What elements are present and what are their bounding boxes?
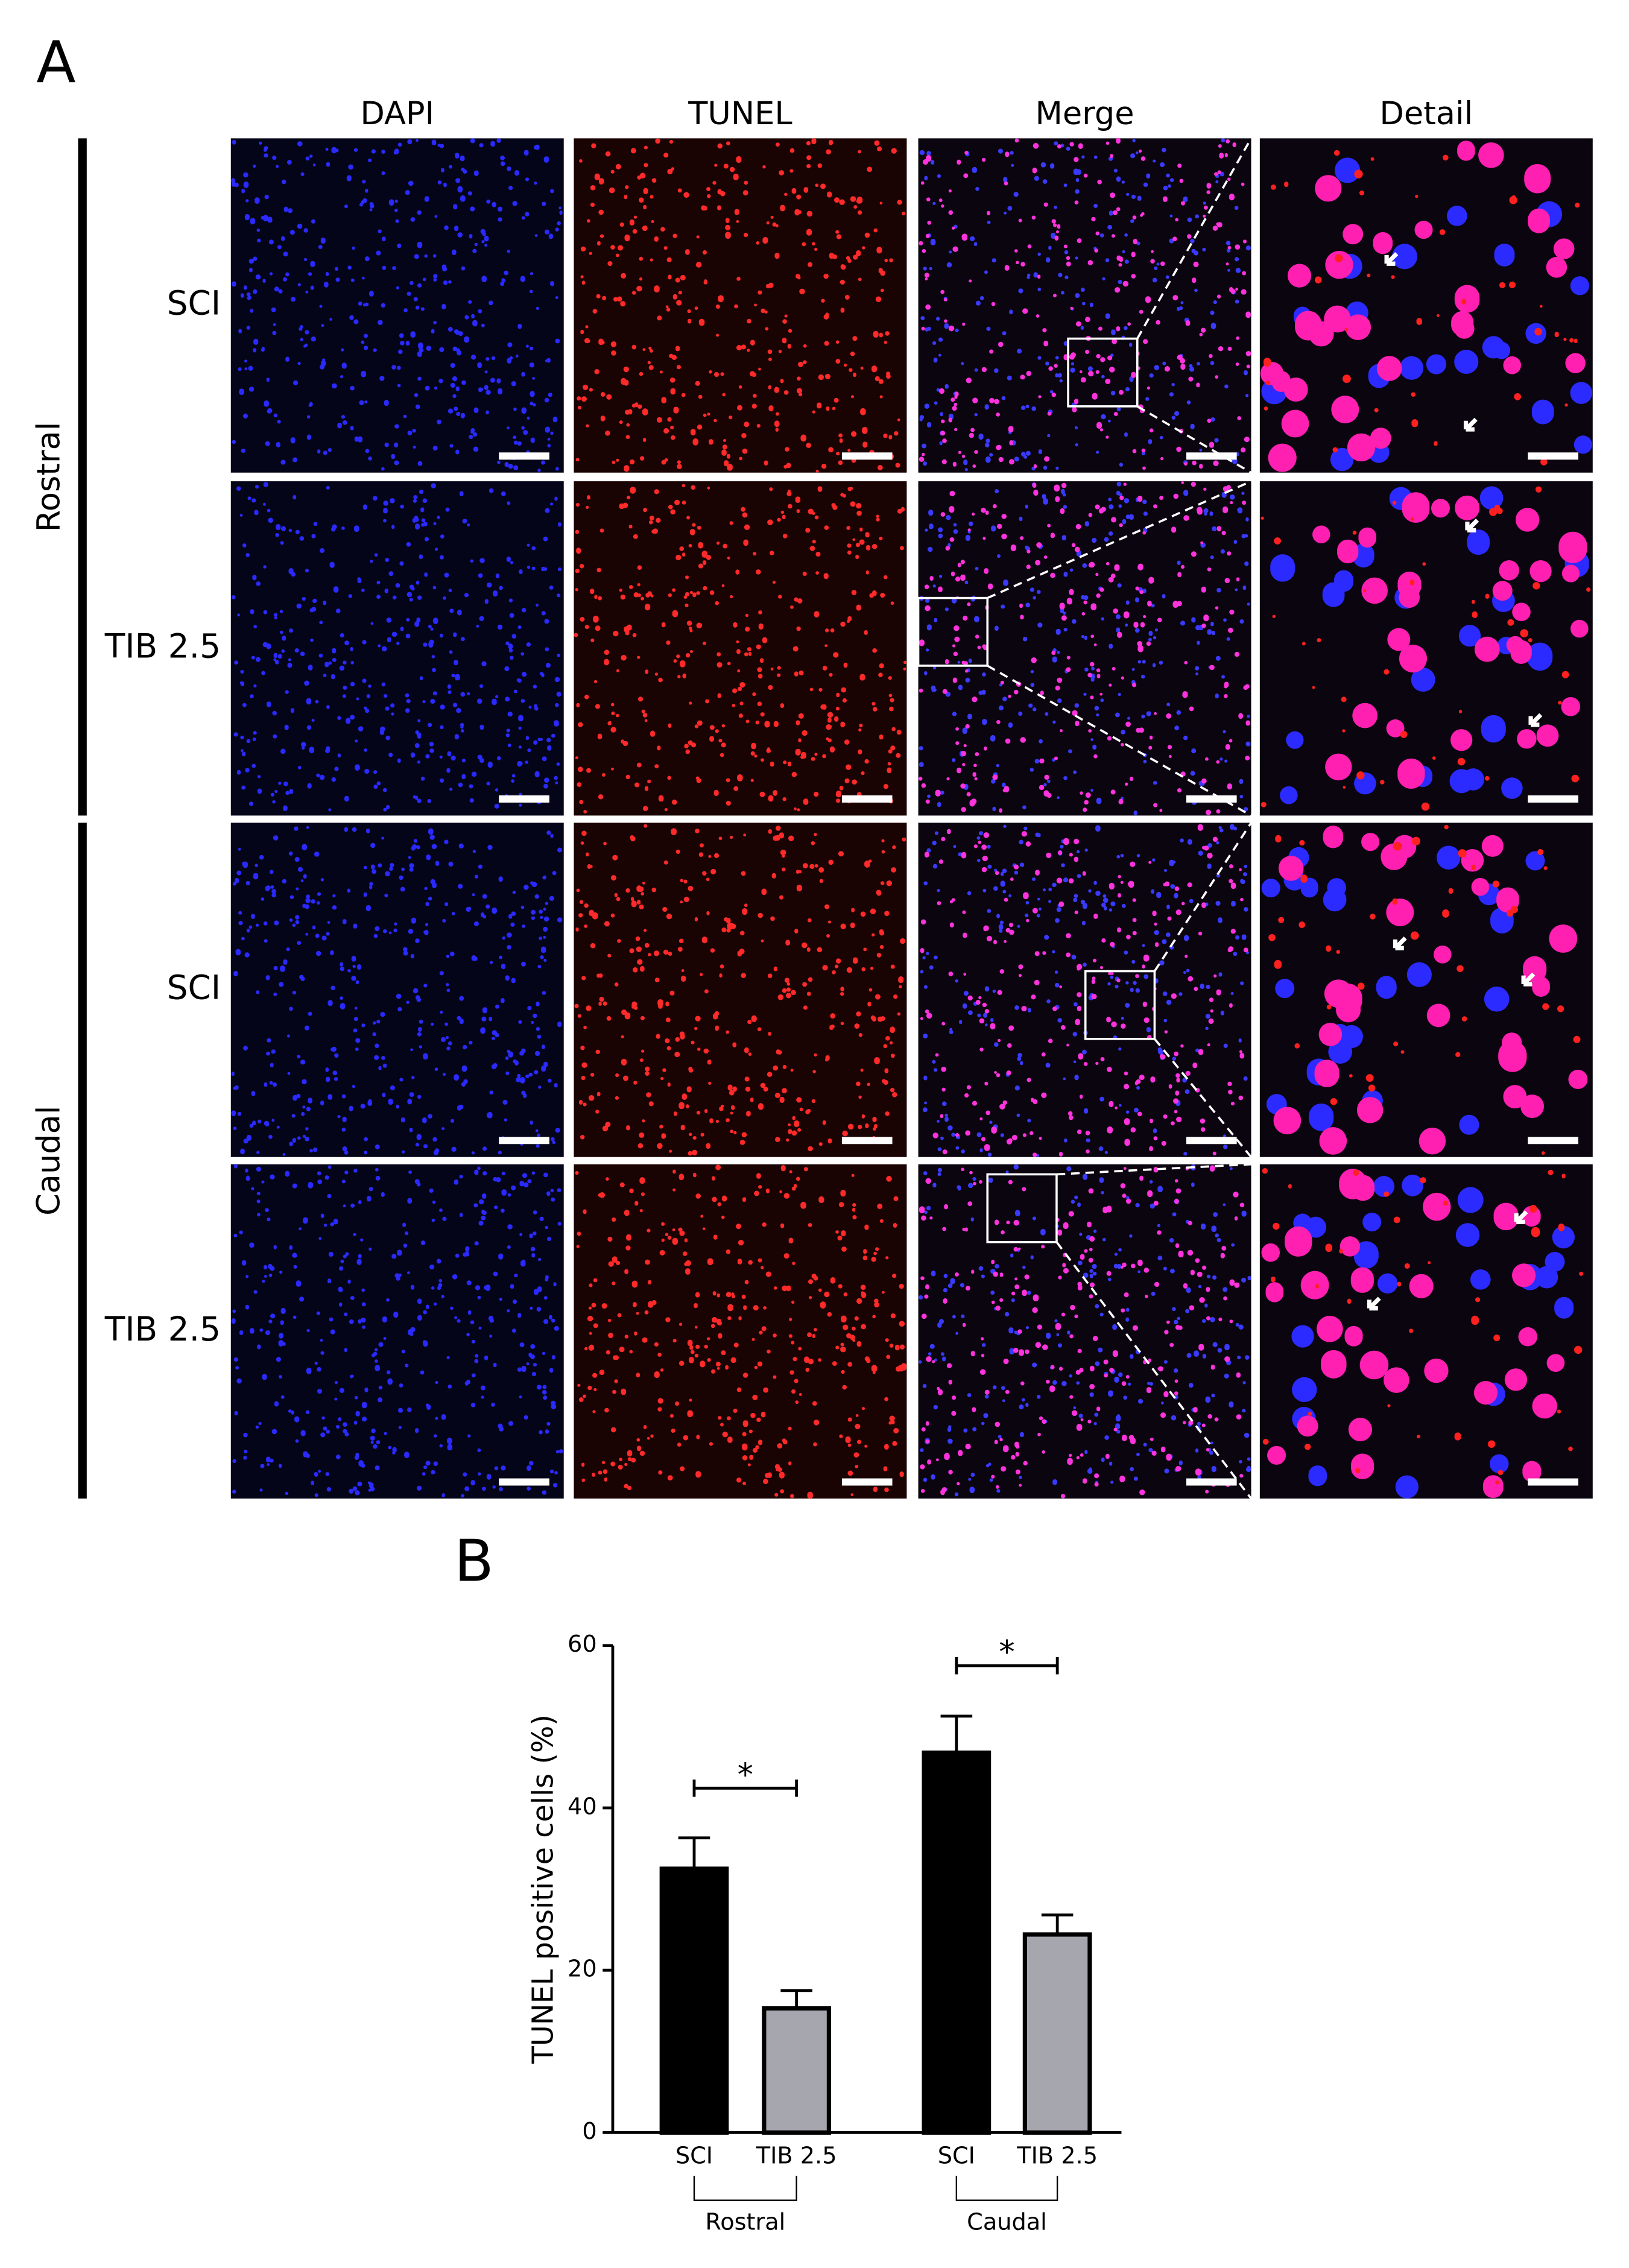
x-tick-label: TIB 2.5 bbox=[1016, 2143, 1098, 2170]
arrow bbox=[1465, 519, 1479, 532]
scale-bar bbox=[841, 452, 893, 460]
micrograph bbox=[230, 1164, 564, 1499]
y-tick-label: 60 bbox=[568, 1631, 597, 1658]
zoom-box bbox=[1067, 337, 1139, 408]
arrow bbox=[1463, 417, 1478, 432]
micrograph bbox=[230, 823, 564, 1157]
zoom-line bbox=[987, 665, 1252, 817]
nuclei bbox=[1291, 1174, 1575, 1499]
tunel-signal bbox=[1260, 486, 1591, 811]
micrograph bbox=[918, 138, 1251, 473]
group-bracket bbox=[955, 2176, 1058, 2201]
scale-bar bbox=[499, 452, 549, 460]
group-bar bbox=[78, 823, 87, 1499]
micrograph bbox=[574, 138, 907, 473]
zoom-box bbox=[986, 1173, 1058, 1243]
arrow bbox=[1393, 936, 1407, 950]
micrograph bbox=[574, 823, 907, 1157]
micrograph bbox=[574, 481, 907, 816]
merged-signal bbox=[1261, 1169, 1565, 1499]
scale-bar bbox=[1186, 1478, 1237, 1486]
scale-bar bbox=[499, 795, 549, 803]
micrograph bbox=[574, 1164, 907, 1499]
merged-signal bbox=[918, 481, 1250, 815]
zoom-line bbox=[987, 480, 1252, 599]
micrograph bbox=[918, 481, 1251, 816]
group-label: Caudal bbox=[967, 2209, 1047, 2235]
column-header: TUNEL bbox=[688, 95, 792, 132]
significance-bracket bbox=[692, 1779, 799, 1797]
zoom-line bbox=[1056, 1163, 1251, 1176]
scale-bar bbox=[1528, 795, 1578, 803]
nuclei bbox=[920, 824, 1249, 1157]
group-label: Caudal bbox=[31, 1106, 68, 1216]
bar bbox=[659, 1866, 729, 2135]
bar bbox=[1022, 1932, 1092, 2135]
merged-signal bbox=[1312, 492, 1589, 789]
significance-bracket bbox=[955, 1657, 1059, 1675]
scale-bar bbox=[1186, 1137, 1237, 1145]
column-header: Detail bbox=[1379, 95, 1473, 132]
column-header: Merge bbox=[1036, 95, 1134, 132]
significance-label: * bbox=[999, 1634, 1014, 1671]
zoom-box bbox=[1084, 970, 1156, 1040]
arrow bbox=[1521, 972, 1536, 987]
merged-signal bbox=[919, 1165, 1245, 1499]
significance-label: * bbox=[738, 1757, 753, 1793]
scale-bar bbox=[841, 795, 893, 803]
arrow bbox=[1514, 1210, 1528, 1224]
scale-bar bbox=[499, 1478, 549, 1486]
zoom-line bbox=[1153, 822, 1253, 972]
row-label: TIB 2.5 bbox=[104, 627, 221, 665]
scale-bar bbox=[1186, 452, 1237, 460]
x-tick-label: SCI bbox=[938, 2143, 975, 2170]
micrograph bbox=[230, 138, 564, 473]
y-tick-label: 20 bbox=[568, 1956, 597, 1983]
merged-signal bbox=[1273, 826, 1588, 1155]
scale-bar bbox=[841, 1478, 893, 1486]
panel-label: A bbox=[36, 28, 75, 96]
row-label: SCI bbox=[167, 968, 221, 1007]
row-label: SCI bbox=[167, 284, 221, 323]
group-bar bbox=[78, 138, 87, 816]
scale-bar bbox=[1528, 1478, 1578, 1486]
arrow bbox=[1528, 713, 1543, 727]
row-label: TIB 2.5 bbox=[104, 1310, 221, 1348]
nuclei bbox=[231, 1164, 563, 1498]
group-bracket bbox=[693, 2176, 797, 2201]
scale-bar bbox=[841, 1137, 893, 1145]
scale-bar bbox=[1186, 795, 1237, 803]
group-label: Rostral bbox=[31, 422, 68, 532]
zoom-box bbox=[917, 596, 989, 667]
tunel-signal bbox=[575, 138, 906, 473]
zoom-line bbox=[1154, 1038, 1252, 1158]
bar bbox=[762, 2006, 831, 2135]
arrow bbox=[1384, 252, 1399, 266]
micrograph bbox=[230, 481, 564, 816]
arrow bbox=[1367, 1297, 1381, 1311]
merged-signal bbox=[919, 137, 1251, 470]
scale-bar bbox=[1528, 452, 1578, 460]
y-tick-label: 40 bbox=[568, 1793, 597, 1820]
panel-label: B bbox=[454, 1527, 494, 1594]
scale-bar bbox=[499, 1137, 549, 1145]
column-header: DAPI bbox=[360, 95, 434, 132]
zoom-line bbox=[1136, 137, 1253, 340]
y-tick-label: 0 bbox=[582, 2118, 596, 2145]
group-label: Rostral bbox=[705, 2209, 785, 2235]
zoom-line bbox=[1136, 405, 1252, 474]
scale-bar bbox=[1528, 1137, 1578, 1145]
nuclei bbox=[231, 826, 563, 1156]
nuclei bbox=[231, 138, 563, 472]
y-axis-label: TUNEL positive cells (%) bbox=[527, 1714, 560, 2064]
x-tick-label: SCI bbox=[675, 2143, 713, 2170]
bar bbox=[922, 1750, 992, 2135]
x-tick-label: TIB 2.5 bbox=[756, 2143, 837, 2170]
tunel-signal bbox=[574, 824, 906, 1156]
zoom-line bbox=[1055, 1241, 1252, 1500]
